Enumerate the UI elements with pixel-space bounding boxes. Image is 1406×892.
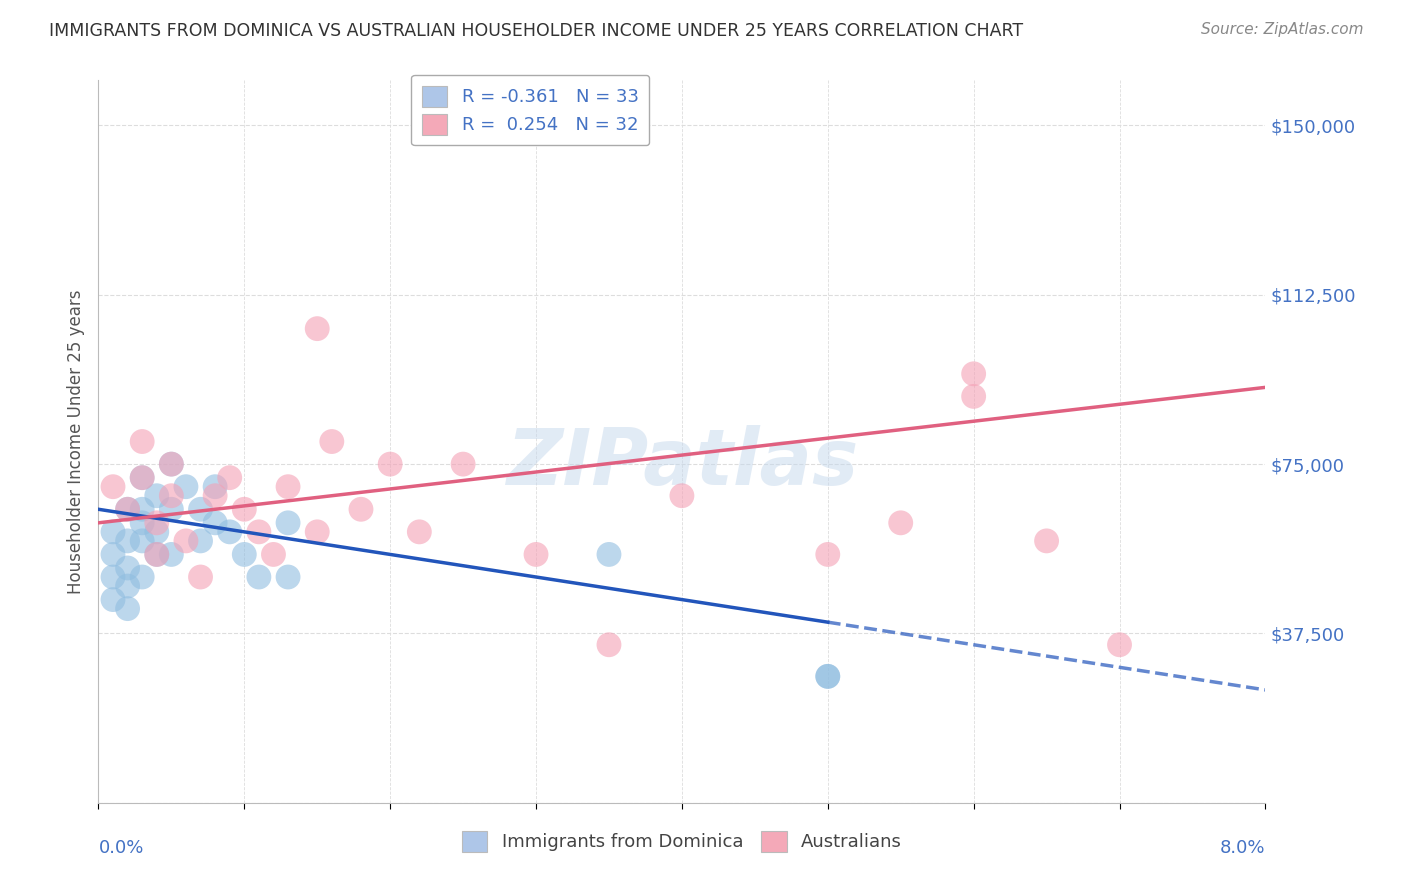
Point — [962, 389, 984, 403]
Point — [131, 470, 153, 484]
Point — [190, 502, 212, 516]
Point — [890, 516, 912, 530]
Point — [101, 480, 124, 494]
Point — [146, 548, 169, 562]
Point — [117, 502, 139, 516]
Point — [160, 502, 183, 516]
Point — [117, 601, 139, 615]
Point — [117, 533, 139, 548]
Point — [408, 524, 430, 539]
Point — [174, 533, 197, 548]
Point — [598, 638, 620, 652]
Point — [131, 502, 153, 516]
Point — [117, 579, 139, 593]
Point — [233, 502, 256, 516]
Point — [307, 524, 329, 539]
Point — [307, 321, 329, 335]
Point — [1108, 638, 1130, 652]
Point — [204, 489, 226, 503]
Point — [160, 548, 183, 562]
Text: 0.0%: 0.0% — [98, 838, 143, 857]
Point — [101, 524, 124, 539]
Point — [247, 524, 270, 539]
Point — [277, 480, 299, 494]
Point — [817, 669, 839, 683]
Point — [101, 570, 124, 584]
Text: 8.0%: 8.0% — [1220, 838, 1265, 857]
Point — [117, 502, 139, 516]
Point — [146, 516, 169, 530]
Point — [321, 434, 343, 449]
Point — [671, 489, 693, 503]
Point — [204, 480, 226, 494]
Point — [131, 570, 153, 584]
Point — [146, 524, 169, 539]
Point — [131, 533, 153, 548]
Point — [131, 434, 153, 449]
Point — [204, 516, 226, 530]
Point — [262, 548, 284, 562]
Point — [160, 457, 183, 471]
Point — [817, 548, 839, 562]
Point — [277, 516, 299, 530]
Point — [233, 548, 256, 562]
Point — [380, 457, 402, 471]
Point — [350, 502, 373, 516]
Point — [277, 570, 299, 584]
Point — [190, 533, 212, 548]
Text: Source: ZipAtlas.com: Source: ZipAtlas.com — [1201, 22, 1364, 37]
Text: IMMIGRANTS FROM DOMINICA VS AUSTRALIAN HOUSEHOLDER INCOME UNDER 25 YEARS CORRELA: IMMIGRANTS FROM DOMINICA VS AUSTRALIAN H… — [49, 22, 1024, 40]
Point — [1035, 533, 1057, 548]
Point — [247, 570, 270, 584]
Point — [190, 570, 212, 584]
Point — [174, 480, 197, 494]
Point — [524, 548, 547, 562]
Point — [962, 367, 984, 381]
Point — [218, 470, 240, 484]
Point — [598, 548, 620, 562]
Point — [160, 489, 183, 503]
Point — [451, 457, 474, 471]
Point — [218, 524, 240, 539]
Point — [101, 592, 124, 607]
Legend: Immigrants from Dominica, Australians: Immigrants from Dominica, Australians — [454, 823, 910, 859]
Y-axis label: Householder Income Under 25 years: Householder Income Under 25 years — [66, 289, 84, 594]
Point — [160, 457, 183, 471]
Point — [146, 548, 169, 562]
Point — [131, 516, 153, 530]
Point — [117, 561, 139, 575]
Point — [146, 489, 169, 503]
Point — [131, 470, 153, 484]
Point — [817, 669, 839, 683]
Text: ZIPatlas: ZIPatlas — [506, 425, 858, 501]
Point — [101, 548, 124, 562]
